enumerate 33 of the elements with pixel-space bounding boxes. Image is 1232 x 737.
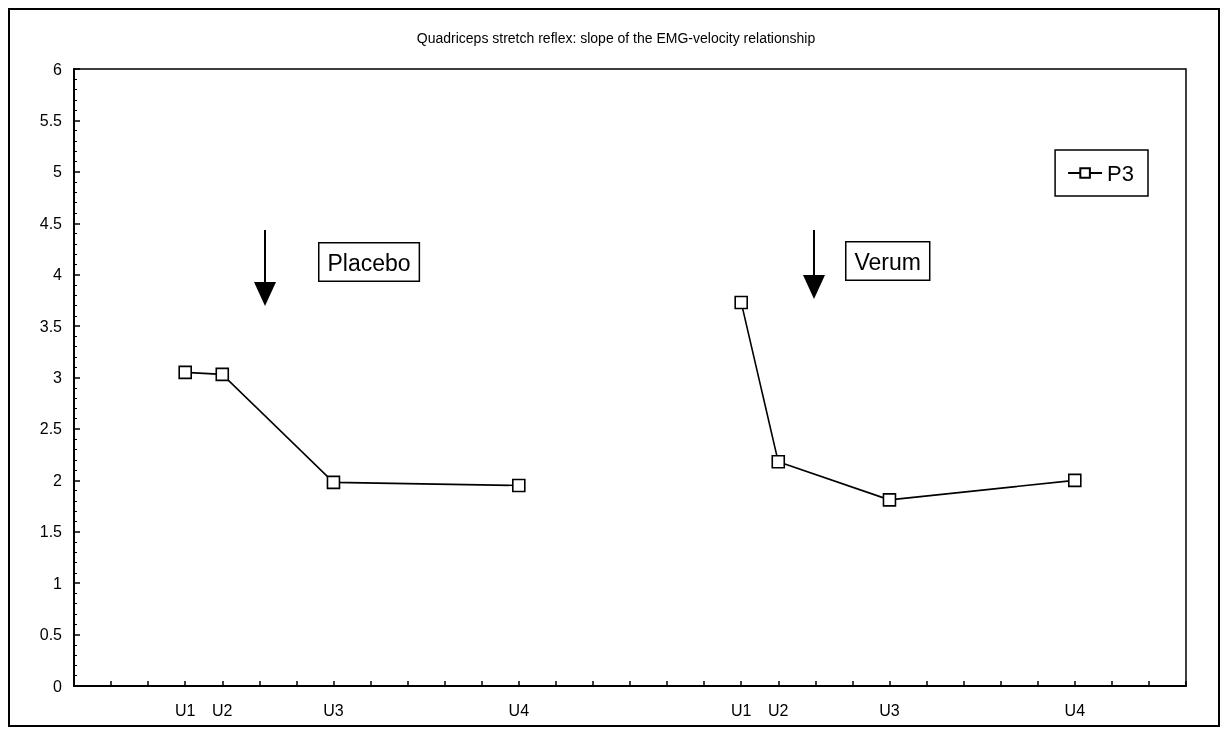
y-tick-label: 0 [53,677,63,695]
y-tick-label: 1.5 [39,523,63,541]
x-tick-label: U4 [1064,701,1086,719]
x-tick-label: U2 [768,701,789,719]
point [734,295,748,310]
y-tick-label: 6 [53,60,63,78]
y-tick-label: 2 [53,471,63,489]
point [882,493,897,507]
annotation: Placebo [327,250,411,276]
y-tick-label: 1 [53,574,63,592]
y-tick-label: 2.5 [39,420,63,438]
point [178,365,192,380]
annotation: Verum [854,249,921,275]
x-tick-label: U1 [174,701,196,719]
point [771,455,786,469]
y-tick-label: 5 [53,163,63,181]
y-tick-label: 0.5 [39,626,63,644]
x-tick-label: U4 [508,701,530,719]
y-tick-label: 4 [53,266,63,284]
chart-title: Quadriceps stretch reflex: slope of the EMG-velocity relationship [416,30,816,46]
point [326,475,341,490]
point [215,367,230,382]
point [1068,473,1082,488]
y-tick-label: 4.5 [39,214,63,232]
point [511,478,526,493]
x-tick-label: U2 [212,701,233,719]
x-tick-label: U1 [730,701,752,719]
y-tick-label: 3.5 [39,317,63,335]
legend-label: P3 [1107,160,1135,186]
x-tick-label: U3 [323,701,344,719]
y-tick-label: 3 [53,369,63,386]
y-tick-label: 5.5 [39,111,63,129]
x-tick-label: U3 [879,701,900,719]
